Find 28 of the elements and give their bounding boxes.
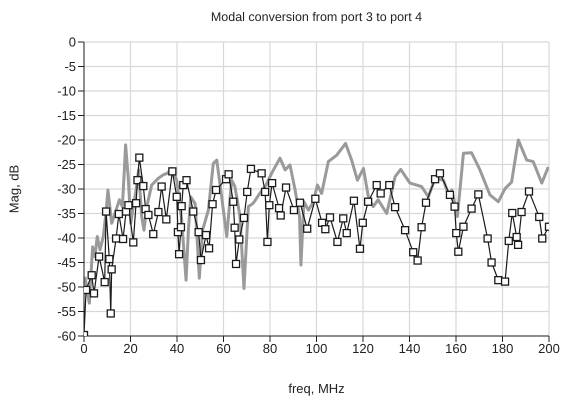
x-tick-label: 60 (216, 341, 231, 356)
y-tick-label: -45 (57, 255, 76, 270)
x-tick-label: 160 (445, 341, 467, 356)
y-tick-label: -20 (57, 132, 76, 148)
x-tick-label: 40 (170, 341, 184, 356)
x-tick-label: 200 (538, 341, 560, 356)
y-tick-label: -15 (57, 108, 76, 124)
y-tick-label: 0 (68, 34, 76, 50)
chart-title: Modal conversion from port 3 to port 4 (210, 10, 424, 24)
y-tick-label: -60 (57, 328, 76, 344)
y-tick-label: -55 (57, 304, 76, 320)
x-tick-label: 80 (262, 341, 278, 356)
x-tick-label: 180 (492, 341, 514, 356)
y-tick-label: -40 (57, 230, 76, 246)
x-tick-label: 120 (352, 341, 374, 356)
x-axis-title: freq, MHz (288, 381, 345, 396)
y-tick-label: -25 (57, 157, 76, 172)
y-axis-title: Mag, dB (6, 164, 22, 214)
x-tick-label: 20 (123, 341, 138, 356)
y-tick-label: -30 (57, 182, 76, 197)
x-tick-label: 100 (306, 341, 328, 356)
x-tick-label: 0 (80, 341, 88, 356)
y-tick-label: -5 (64, 59, 76, 74)
x-tick-label: 140 (398, 341, 420, 356)
y-tick-label: -35 (57, 206, 76, 222)
line-series (84, 138, 549, 305)
y-tick-label: -50 (57, 280, 76, 295)
y-tick-label: -10 (57, 84, 76, 99)
